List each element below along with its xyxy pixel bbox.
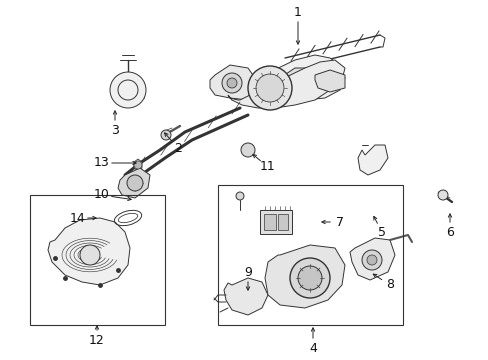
Polygon shape [357,145,387,175]
Polygon shape [349,238,394,280]
Circle shape [127,175,142,191]
Text: 10: 10 [94,189,110,202]
Text: 8: 8 [385,279,393,292]
Circle shape [80,245,100,265]
Circle shape [134,161,142,169]
Circle shape [437,190,447,200]
Polygon shape [118,168,150,198]
Polygon shape [264,245,345,308]
Circle shape [110,72,146,108]
Text: 9: 9 [244,266,251,279]
Polygon shape [262,68,309,96]
Bar [264,214,275,230]
Circle shape [226,78,237,88]
Text: 7: 7 [335,216,343,229]
Text: 12: 12 [89,333,104,346]
Bar [218,185,402,325]
Circle shape [241,143,254,157]
Bar [30,195,164,325]
Polygon shape [224,278,267,315]
Text: 14: 14 [70,211,86,225]
Polygon shape [314,70,345,92]
Bar [260,210,291,234]
Text: 13: 13 [94,157,110,170]
Circle shape [236,192,244,200]
Circle shape [366,255,376,265]
Circle shape [222,73,242,93]
Circle shape [161,130,171,140]
Polygon shape [227,55,345,100]
Circle shape [289,258,329,298]
Circle shape [361,250,381,270]
Text: 4: 4 [308,342,316,355]
Circle shape [247,66,291,110]
Circle shape [297,266,321,290]
Text: 2: 2 [174,141,182,154]
Circle shape [256,74,284,102]
Text: 11: 11 [260,161,275,174]
Bar [278,214,287,230]
Text: 1: 1 [293,5,301,18]
Polygon shape [209,65,254,100]
Polygon shape [48,218,130,285]
Polygon shape [134,159,142,171]
Text: 5: 5 [377,225,385,238]
Text: 6: 6 [445,225,453,238]
Polygon shape [227,60,345,108]
Text: 3: 3 [111,123,119,136]
